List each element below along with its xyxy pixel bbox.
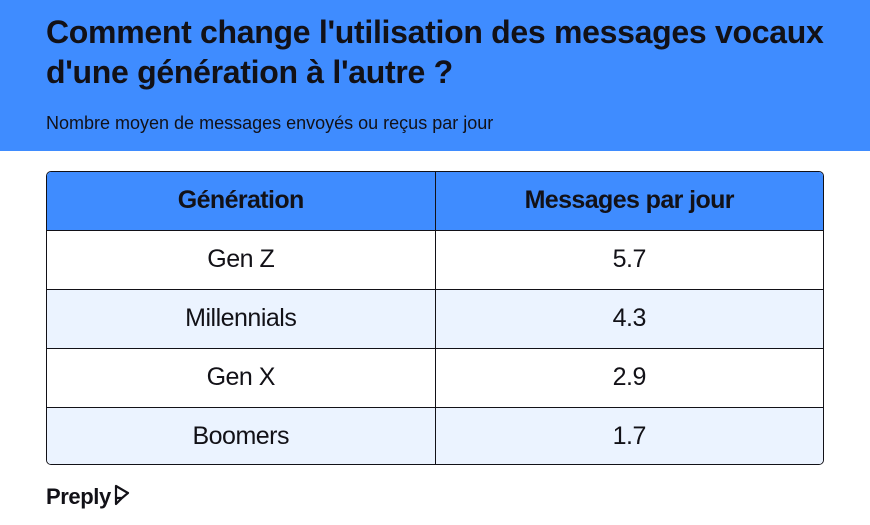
data-table-container: Génération Messages par jour Gen Z 5.7 M… [46,171,824,465]
table-row: Gen X 2.9 [47,347,823,407]
page-title: Comment change l'utilisation des message… [46,14,824,90]
page-subtitle: Nombre moyen de messages envoyés ou reçu… [46,113,494,133]
generation-cell: Boomers [47,406,435,464]
generation-cell: Millennials [47,288,435,348]
generation-cell: Gen X [47,347,435,407]
header-banner: Comment change l'utilisation des message… [0,0,870,151]
table-row: Gen Z 5.7 [47,229,823,289]
column-header-messages: Messages par jour [434,172,823,231]
messages-cell: 4.3 [434,288,823,348]
table-row: Millennials 4.3 [47,288,823,348]
preply-logo-icon [113,484,131,511]
messages-cell: 2.9 [434,347,823,407]
data-table: Génération Messages par jour Gen Z 5.7 M… [47,172,823,464]
messages-cell: 1.7 [434,406,823,464]
brand-logo: Preply [46,482,131,511]
table-row: Boomers 1.7 [47,406,823,464]
table-header-row: Génération Messages par jour [47,172,823,231]
brand-name: Preply [46,483,111,509]
generation-cell: Gen Z [47,229,435,289]
column-header-generation: Génération [47,172,435,231]
messages-cell: 5.7 [434,229,823,289]
